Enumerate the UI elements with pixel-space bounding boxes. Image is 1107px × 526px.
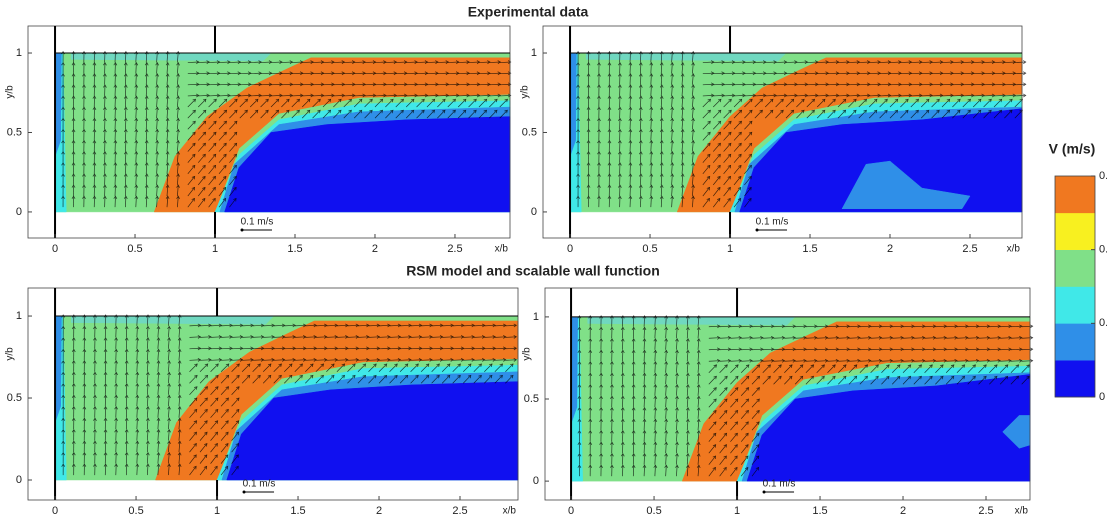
x-tick-label: 2 [372,243,378,255]
y-tick-label: 0.5 [522,126,537,138]
y-axis-label: y/b [5,347,16,361]
x-tick-label: 0.5 [127,243,142,255]
colorbar-segment [1055,213,1095,250]
x-tick-label: 1.5 [802,243,817,255]
scale-vector-end [243,491,246,494]
scale-annotation: 0.1 m/s [243,479,276,490]
scale-annotation: 0.1 m/s [241,217,274,228]
colorbar: 0 0.05 0.1 0.15 V (m/s) [1049,141,1107,403]
colorbar-title: V (m/s) [1049,141,1096,157]
x-tick-label: 0 [52,243,58,255]
y-tick-label: 1 [531,47,537,59]
x-tick-label: 2 [900,505,906,517]
x-tick-label: 1.5 [287,243,302,255]
y-tick-label: 0 [531,206,537,218]
colorbar-tick-label: 0 [1099,391,1105,403]
x-tick-label: 1 [214,505,220,517]
colorbar-segment [1055,176,1095,213]
x-tick-label: 1.5 [290,505,305,517]
colorbar-tick-label: 0.15 [1099,170,1107,182]
x-tick-label: 0 [567,243,573,255]
x-tick-label: 2.5 [447,243,462,255]
x-axis-label: x/b [495,244,509,255]
y-tick-label: 0 [533,475,539,487]
y-axis-label: y/b [522,347,533,361]
panel: 0 0.5 1 1.5 2 2.5 0 0.5 1 x/b y/b 0.1 m/s [522,288,1033,517]
contour-region [586,53,786,61]
x-tick-label: 1.5 [812,505,827,517]
x-tick-label: 0 [52,505,58,517]
x-tick-label: 2 [887,243,893,255]
y-tick-label: 1 [16,47,22,59]
scale-vector-end [763,491,766,494]
x-tick-label: 1 [727,243,733,255]
x-tick-label: 1 [734,505,740,517]
y-tick-label: 0.5 [524,393,539,405]
panel: 0 0.5 1 1.5 2 2.5 0 0.5 1 x/b y/b 0.1 m/s [5,288,518,517]
y-tick-label: 0.5 [7,126,22,138]
y-tick-label: 0.5 [7,392,22,404]
scale-annotation: 0.1 m/s [763,479,796,490]
x-tick-label: 2.5 [452,505,467,517]
x-tick-label: 2.5 [962,243,977,255]
x-tick-label: 2.5 [978,505,993,517]
x-tick-label: 0.5 [128,505,143,517]
panel: 0 0.5 1 1.5 2 2.5 0 0.5 1 x/b y/b 0.1 m/s [5,26,511,255]
x-axis-label: x/b [1007,244,1021,255]
y-axis-label: y/b [5,85,16,99]
colorbar-segment [1055,287,1095,324]
x-axis-label: x/b [503,506,517,517]
x-tick-label: 0.5 [642,243,657,255]
x-tick-label: 0 [568,505,574,517]
colorbar-tick-label: 0.05 [1099,317,1107,329]
x-tick-label: 1 [212,243,218,255]
y-axis-label: y/b [520,85,531,99]
x-tick-label: 2 [376,505,382,517]
contour-region [588,317,795,325]
x-axis-label: x/b [1015,506,1029,517]
y-tick-label: 0 [16,474,22,486]
colorbar-tick-label: 0.1 [1099,244,1107,256]
scale-vector-end [241,229,244,232]
section-title: Experimental data [468,4,589,20]
section-title: RSM model and scalable wall function [406,263,660,279]
contour-region [71,316,273,324]
scale-vector-end [756,229,759,232]
contour-region [71,53,271,61]
panel: 0 0.5 1 1.5 2 2.5 0 0.5 1 x/b y/b 0.1 m/s [520,26,1026,255]
y-tick-label: 1 [533,311,539,323]
y-tick-label: 1 [16,310,22,322]
x-tick-label: 0.5 [646,505,661,517]
colorbar-segment [1055,323,1095,360]
colorbar-segment [1055,360,1095,397]
y-tick-label: 0 [16,206,22,218]
scale-annotation: 0.1 m/s [756,217,789,228]
colorbar-segment [1055,250,1095,287]
